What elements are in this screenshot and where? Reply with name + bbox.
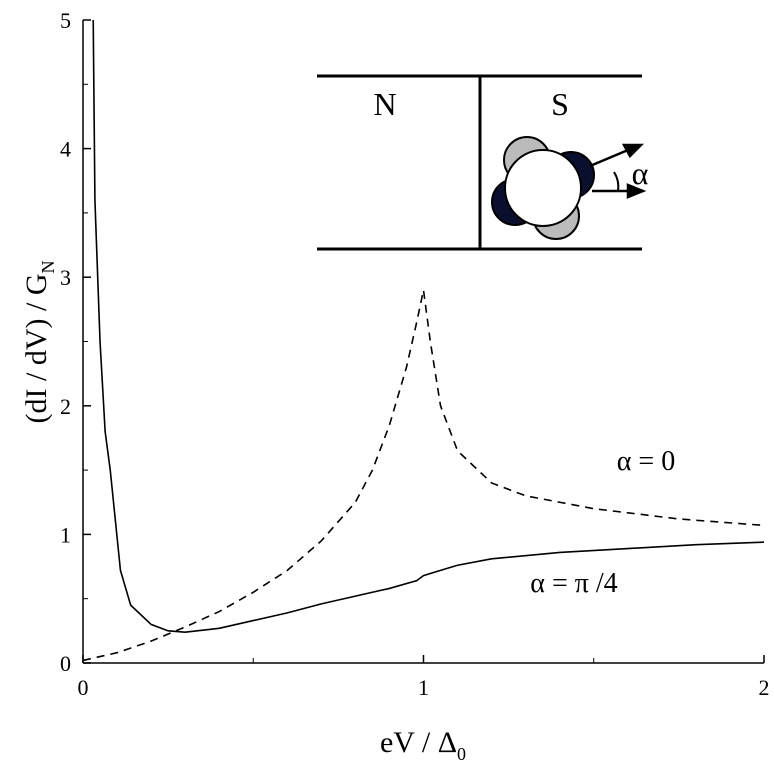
orbital [491,136,595,240]
x-tick-label: 1 [418,675,429,700]
y-tick-label: 5 [60,8,71,33]
angle-arrows [589,143,647,199]
x-axis-label: eV / Δ0 [380,726,466,764]
series-label: α = π /4 [530,568,617,599]
x-tick-label: 2 [759,675,770,700]
y-tick-label: 2 [60,394,71,419]
lobe-center [504,149,582,227]
arrow [589,148,629,168]
inset-label: α [632,155,649,191]
y-axis-label: (dI / dV) / GN [20,261,58,424]
inset-label: S [551,86,569,122]
y-tick-label: 0 [60,651,71,676]
y-tick-label: 3 [60,265,71,290]
inset-diagram [317,74,642,251]
y-axis-label-text: (dI / dV) / G [20,274,53,424]
x-axis-label-text: eV / Δ [380,726,457,759]
series-label: α = 0 [617,446,675,477]
arrowhead [621,143,645,159]
angle-arc [613,171,620,192]
y-tick-label: 4 [60,137,71,162]
arrowhead [626,183,647,199]
series-line [92,19,765,633]
x-tick-label: 0 [78,675,89,700]
x-axis-label-subscript: 0 [457,744,466,764]
y-tick-label: 1 [60,522,71,547]
inset-label: N [373,86,396,122]
series-line [82,289,765,662]
y-axis-label-subscript: N [38,261,58,274]
